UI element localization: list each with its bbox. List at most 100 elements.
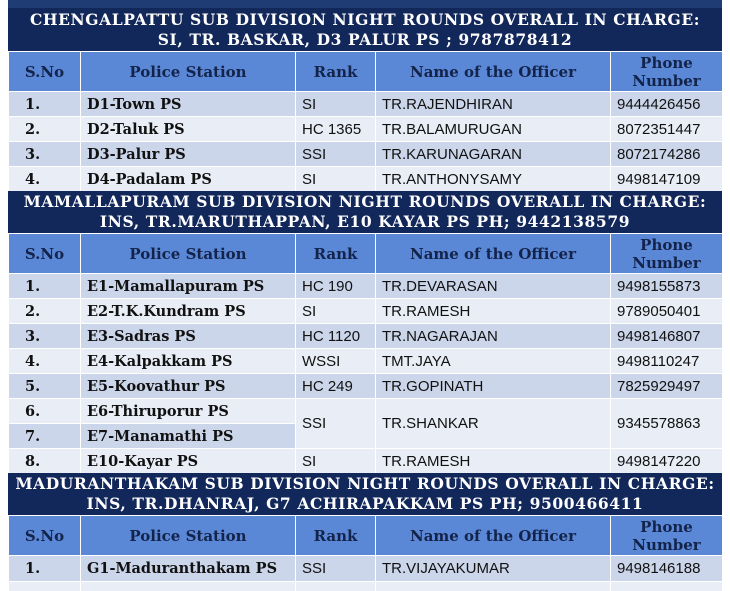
cell-police-station: E5-Koovathur PS <box>80 373 296 399</box>
section-banner: CHENGALPATTU SUB DIVISION NIGHT ROUNDS O… <box>8 8 722 51</box>
cell-phone: 9345578863 <box>610 398 723 449</box>
cell-officer-name: TR.GOPINATH <box>375 373 611 399</box>
header-phone: Phone Number <box>610 515 723 556</box>
table-row: 2. D2-Taluk PS HC 1365 TR.BALAMURUGAN 80… <box>8 116 723 142</box>
table-header-row: S.No Police Station Rank Name of the Off… <box>8 233 723 274</box>
cell-officer-name: TR.SHANKAR <box>375 398 611 449</box>
table-row: 3. D3-Palur PS SSI TR.KARUNAGARAN 807217… <box>8 141 723 167</box>
section-banner: MAMALLAPURAM SUB DIVISION NIGHT ROUNDS O… <box>8 191 722 233</box>
cell-rank: SI <box>295 448 376 474</box>
table-row-partial <box>8 581 723 591</box>
officer-table: S.No Police Station Rank Name of the Off… <box>8 515 723 591</box>
table-row: 4. E4-Kalpakkam PS WSSI TMT.JAYA 9498110… <box>8 348 723 374</box>
section-in-charge: SI, TR. BASKAR, D3 PALUR PS ; 9787878412 <box>157 29 573 49</box>
cell-police-station: E4-Kalpakkam PS <box>80 348 296 374</box>
cell-officer-name: TR.ANTHONYSAMY <box>375 166 611 192</box>
cell-officer-name: TR.RAJENDHIRAN <box>375 91 611 117</box>
header-police-station: Police Station <box>80 233 296 274</box>
table-row: 8. E10-Kayar PS SI TR.RAMESH 9498147220 <box>8 448 723 474</box>
cell-sno: 1. <box>8 91 81 117</box>
table-row: 6. E6-Thiruporur PS SSI TR.SHANKAR 93455… <box>8 398 723 449</box>
cell-police-station: E10-Kayar PS <box>80 448 296 474</box>
header-sno: S.No <box>8 233 81 274</box>
cell-sno: 2. <box>8 116 81 142</box>
header-rank: Rank <box>295 233 376 274</box>
cell-phone: 9498147109 <box>610 166 723 192</box>
section-chengalpattu: CHENGALPATTU SUB DIVISION NIGHT ROUNDS O… <box>8 8 723 192</box>
cell-sno: 6. <box>8 398 81 424</box>
table-row: 3. E3-Sadras PS HC 1120 TR.NAGARAJAN 949… <box>8 323 723 349</box>
cell-phone: 9498146807 <box>610 323 723 349</box>
header-police-station: Police Station <box>80 515 296 556</box>
cell-rank: HC 1365 <box>295 116 376 142</box>
table-row: 1. D1-Town PS SI TR.RAJENDHIRAN 94444264… <box>8 91 723 117</box>
table-header-row: S.No Police Station Rank Name of the Off… <box>8 515 723 556</box>
cell-officer-name: TR.NAGARAJAN <box>375 323 611 349</box>
cell-officer-name: TR.RAMESH <box>375 298 611 324</box>
top-strip <box>8 0 722 8</box>
cell-officer-name: TR.KARUNAGARAN <box>375 141 611 167</box>
cell-phone: 8072174286 <box>610 141 723 167</box>
section-title: MADURANTHAKAM SUB DIVISION NIGHT ROUNDS … <box>15 474 715 493</box>
cell-officer-name: TR.DEVARASAN <box>375 273 611 299</box>
cell-police-station: D1-Town PS <box>80 91 296 117</box>
cell-phone: 9498147220 <box>610 448 723 474</box>
cell-rank: SSI <box>295 141 376 167</box>
header-officer-name: Name of the Officer <box>375 515 611 556</box>
section-title: MAMALLAPURAM SUB DIVISION NIGHT ROUNDS O… <box>23 192 707 211</box>
table-row: 1. G1-Maduranthakam PS SSI TR.VIJAYAKUMA… <box>8 555 723 582</box>
cell-rank: HC 1120 <box>295 323 376 349</box>
cell-sno: 4. <box>8 166 81 192</box>
header-sno: S.No <box>8 515 81 556</box>
table-row: 4. D4-Padalam PS SI TR.ANTHONYSAMY 94981… <box>8 166 723 192</box>
cell-officer-name: TMT.JAYA <box>375 348 611 374</box>
section-in-charge: INS, TR.DHANRAJ, G7 ACHIRAPAKKAM PS PH; … <box>86 494 644 513</box>
cell-officer-name: TR.RAMESH <box>375 448 611 474</box>
cell-rank: SSI <box>295 555 376 582</box>
cell-sno: 4. <box>8 348 81 374</box>
cell-police-station: E1-Mamallapuram PS <box>80 273 296 299</box>
cell-officer-name: TR.BALAMURUGAN <box>375 116 611 142</box>
section-in-charge: INS, TR.MARUTHAPPAN, E10 KAYAR PS PH; 94… <box>99 212 631 231</box>
cell-phone: 9789050401 <box>610 298 723 324</box>
header-officer-name: Name of the Officer <box>375 233 611 274</box>
cell-sno: 5. <box>8 373 81 399</box>
cell-rank: WSSI <box>295 348 376 374</box>
cell-sno: 7. <box>8 423 81 449</box>
section-title: CHENGALPATTU SUB DIVISION NIGHT ROUNDS O… <box>29 9 701 29</box>
cell-sno: 3. <box>8 323 81 349</box>
cell-rank: SSI <box>295 398 376 449</box>
table-row: 7. E7-Manamathi PS <box>8 423 723 449</box>
cell-officer-name: TR.VIJAYAKUMAR <box>375 555 611 582</box>
cell-police-station: E3-Sadras PS <box>80 323 296 349</box>
cell-phone: 9444426456 <box>610 91 723 117</box>
cell-sno: 2. <box>8 298 81 324</box>
cell-rank: HC 190 <box>295 273 376 299</box>
cell-police-station: E2-T.K.Kundram PS <box>80 298 296 324</box>
cell-police-station: E6-Thiruporur PS <box>80 398 296 424</box>
table-row: 2. E2-T.K.Kundram PS SI TR.RAMESH 978905… <box>8 298 723 324</box>
cell-police-station: D3-Palur PS <box>80 141 296 167</box>
table-row: 5. E5-Koovathur PS HC 249 TR.GOPINATH 78… <box>8 373 723 399</box>
section-maduranthakam: MADURANTHAKAM SUB DIVISION NIGHT ROUNDS … <box>8 473 723 591</box>
section-mamallapuram: MAMALLAPURAM SUB DIVISION NIGHT ROUNDS O… <box>8 191 723 474</box>
cell-phone: 9498146188 <box>610 555 723 582</box>
header-phone: Phone Number <box>610 233 723 274</box>
cell-sno: 1. <box>8 555 81 582</box>
cell-rank: SI <box>295 166 376 192</box>
header-officer-name: Name of the Officer <box>375 51 611 92</box>
officer-table: S.No Police Station Rank Name of the Off… <box>8 51 723 192</box>
cell-sno: 1. <box>8 273 81 299</box>
cell-police-station: G1-Maduranthakam PS <box>80 555 296 582</box>
header-rank: Rank <box>295 51 376 92</box>
cell-rank: SI <box>295 298 376 324</box>
cell-sno: 3. <box>8 141 81 167</box>
table-row: 1. E1-Mamallapuram PS HC 190 TR.DEVARASA… <box>8 273 723 299</box>
header-sno: S.No <box>8 51 81 92</box>
officer-table: S.No Police Station Rank Name of the Off… <box>8 233 723 474</box>
cell-phone: 8072351447 <box>610 116 723 142</box>
header-rank: Rank <box>295 515 376 556</box>
cell-phone: 9498110247 <box>610 348 723 374</box>
cell-police-station: D4-Padalam PS <box>80 166 296 192</box>
